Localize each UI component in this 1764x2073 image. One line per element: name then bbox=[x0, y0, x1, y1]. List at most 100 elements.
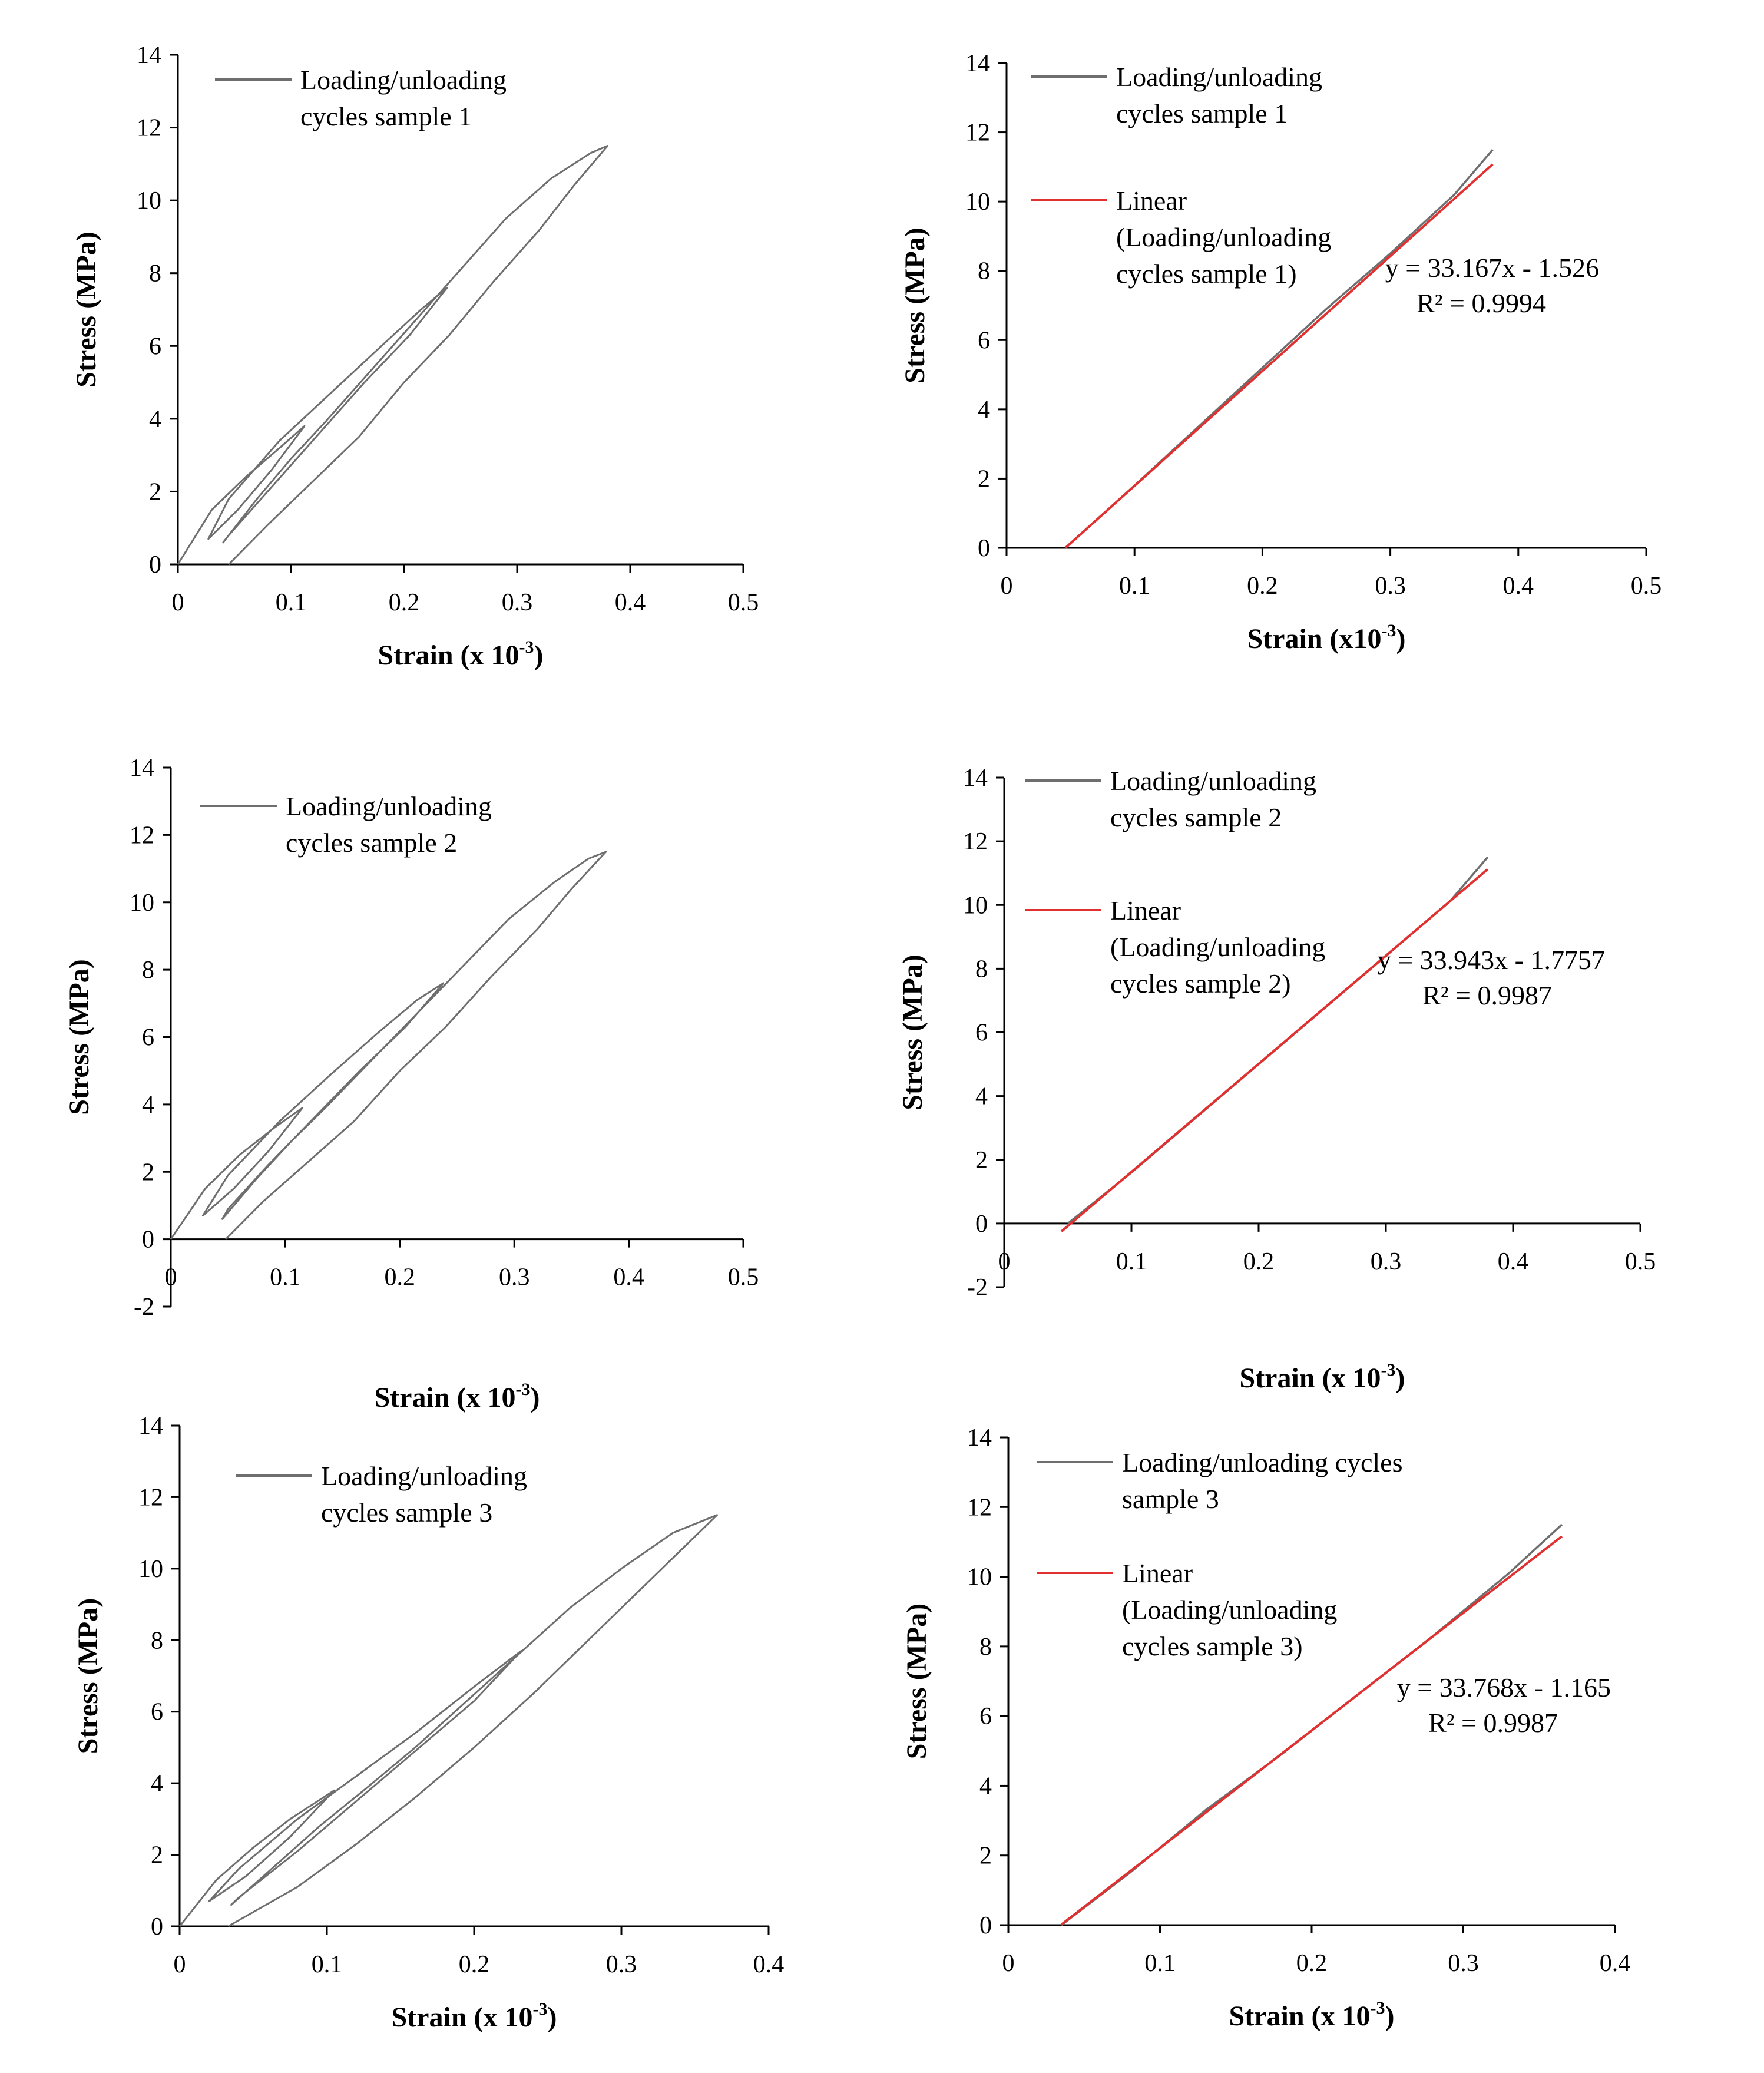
x-tick-label: 0.2 bbox=[459, 1951, 490, 1978]
chart-panel-p1: 0 2 4 6 8 10 12 14 0 0.1 0.2 0.3 0.4 0.5 Strain (x 10-… bbox=[71, 42, 759, 671]
legend-label: Loading/unloading bbox=[286, 791, 492, 821]
x-tick-label: 0.2 bbox=[1247, 573, 1278, 600]
x-axis-label-end: ) bbox=[531, 1382, 540, 1413]
trendline-equation: y = 33.943x - 1.7757 bbox=[1378, 945, 1605, 975]
x-tick-label: 0.4 bbox=[1503, 573, 1534, 600]
x-axis-label: Strain (x 10-3) bbox=[1229, 1998, 1395, 2032]
x-axis-label: Strain (x 10-3) bbox=[375, 1380, 540, 1413]
y-tick-label: 6 bbox=[149, 333, 161, 360]
x-tick-label: 0.1 bbox=[1119, 573, 1150, 600]
trendline-series bbox=[1064, 163, 1494, 549]
x-tick-label: 0.1 bbox=[276, 589, 307, 616]
x-tick-label: 0.4 bbox=[1600, 1950, 1631, 1977]
x-tick-label: 0.5 bbox=[728, 589, 759, 616]
y-tick-label: 8 bbox=[149, 260, 161, 287]
y-tick-label: 12 bbox=[130, 822, 154, 849]
y-axis-label: Stress (MPa) bbox=[71, 232, 102, 387]
x-tick-label: 0 bbox=[1002, 1950, 1015, 1977]
y-tick-label: 8 bbox=[142, 957, 154, 984]
data-series-line bbox=[178, 1514, 718, 1927]
x-axis-label-end: ) bbox=[534, 640, 544, 671]
y-tick-label: 6 bbox=[151, 1699, 163, 1726]
x-axis-label-main: Strain (x 10 bbox=[375, 1382, 516, 1413]
legend-label: cycles sample 3 bbox=[321, 1497, 492, 1528]
chart-panel-p2: 0 2 4 6 8 10 12 14 0 0.1 0.2 0.3 0.4 0.5 Strain (x10-3… bbox=[899, 50, 1662, 654]
x-tick-label: 0.2 bbox=[389, 589, 420, 616]
x-tick-label: 0.4 bbox=[615, 589, 646, 616]
x-tick-label: 0.5 bbox=[1631, 573, 1662, 600]
x-tick-label: 0.3 bbox=[499, 1264, 530, 1291]
legend-fit-label: Linear bbox=[1116, 186, 1187, 216]
y-tick-label: 4 bbox=[149, 406, 161, 433]
trendline-series bbox=[1060, 1535, 1563, 1926]
y-tick-label: 14 bbox=[965, 50, 990, 77]
legend-label: cycles sample 2 bbox=[1110, 802, 1282, 832]
legend-label: cycles sample 2 bbox=[286, 828, 457, 858]
x-axis-label-main: Strain (x 10 bbox=[378, 640, 519, 671]
y-tick-label: 14 bbox=[967, 1424, 992, 1452]
y-tick-label: 10 bbox=[965, 189, 990, 216]
x-axis-label: Strain (x10-3) bbox=[1247, 621, 1406, 654]
trendline-series bbox=[1060, 868, 1489, 1232]
x-tick-label: 0.4 bbox=[613, 1264, 644, 1291]
y-tick-label: 8 bbox=[978, 258, 990, 285]
y-tick-label: 10 bbox=[963, 892, 988, 919]
legend-fit-label: cycles sample 1) bbox=[1116, 259, 1297, 289]
y-tick-label: 12 bbox=[137, 115, 161, 142]
data-series-line bbox=[170, 851, 607, 1240]
y-tick-label: 12 bbox=[963, 828, 988, 855]
y-tick-label: 2 bbox=[979, 1843, 992, 1870]
trendline-equation: y = 33.768x - 1.165 bbox=[1397, 1672, 1611, 1702]
y-axis-label: Stress (MPa) bbox=[899, 227, 931, 383]
x-axis-label-end: ) bbox=[548, 2002, 557, 2033]
y-tick-label: 14 bbox=[138, 1413, 163, 1440]
legend-fit-label: (Loading/unloading bbox=[1122, 1595, 1337, 1625]
chart-panel-p4: -2 0 2 4 6 8 10 12 14 0 0.1 0.2 0.3 0.4 0.5 Strain (x 1… bbox=[897, 765, 1656, 1394]
y-tick-label: 8 bbox=[975, 956, 988, 983]
y-tick-label: 4 bbox=[975, 1083, 988, 1110]
y-tick-label: 0 bbox=[151, 1913, 163, 1940]
legend-label: Loading/unloading bbox=[1110, 766, 1316, 796]
y-tick-label: 14 bbox=[137, 42, 161, 69]
y-tick-label: 4 bbox=[978, 396, 990, 424]
legend-fit-label: cycles sample 3) bbox=[1122, 1631, 1303, 1661]
y-tick-label: 2 bbox=[149, 478, 161, 505]
legend-fit-label: cycles sample 2) bbox=[1110, 968, 1291, 999]
x-axis-label-end: ) bbox=[1385, 2001, 1395, 2032]
y-tick-label: 10 bbox=[130, 890, 154, 917]
y-tick-label: 10 bbox=[137, 187, 161, 214]
data-series-line bbox=[177, 145, 609, 566]
y-tick-label: 4 bbox=[151, 1770, 163, 1797]
y-tick-label: 0 bbox=[978, 535, 990, 562]
y-tick-label: 12 bbox=[138, 1484, 163, 1511]
y-tick-label: -2 bbox=[967, 1274, 988, 1301]
x-tick-label: 0.1 bbox=[1116, 1248, 1147, 1275]
x-tick-label: 0 bbox=[1001, 573, 1013, 600]
x-axis-label: Strain (x 10-3) bbox=[392, 1999, 557, 2033]
y-tick-label: 0 bbox=[142, 1226, 154, 1254]
x-axis-label-exponent: -3 bbox=[519, 637, 534, 657]
x-axis-label-main: Strain (x 10 bbox=[1240, 1363, 1381, 1394]
trendline-r-squared: R² = 0.9987 bbox=[1422, 980, 1552, 1010]
x-tick-label: 0.5 bbox=[1625, 1248, 1656, 1275]
x-tick-label: 0.2 bbox=[1243, 1248, 1275, 1275]
x-axis-label-end: ) bbox=[1396, 623, 1406, 654]
y-axis-label: Stress (MPa) bbox=[897, 954, 928, 1110]
x-axis-label-exponent: -3 bbox=[533, 1999, 548, 2019]
y-tick-label: 12 bbox=[967, 1494, 992, 1521]
y-tick-label: 0 bbox=[975, 1211, 988, 1238]
x-tick-label: 0 bbox=[165, 1264, 177, 1291]
x-axis-label-end: ) bbox=[1396, 1363, 1405, 1394]
legend-fit-label: (Loading/unloading bbox=[1116, 222, 1331, 252]
x-tick-label: 0.5 bbox=[728, 1264, 759, 1291]
y-tick-label: 6 bbox=[978, 327, 990, 354]
y-tick-label: 12 bbox=[965, 120, 990, 147]
y-tick-label: 4 bbox=[142, 1092, 154, 1119]
legend-label: cycles sample 1 bbox=[300, 101, 472, 131]
x-tick-label: 0 bbox=[172, 589, 184, 616]
x-axis-label-exponent: -3 bbox=[1371, 1998, 1385, 2018]
y-axis-label: Stress (MPa) bbox=[901, 1603, 932, 1759]
legend-fit-label: Linear bbox=[1122, 1558, 1193, 1588]
